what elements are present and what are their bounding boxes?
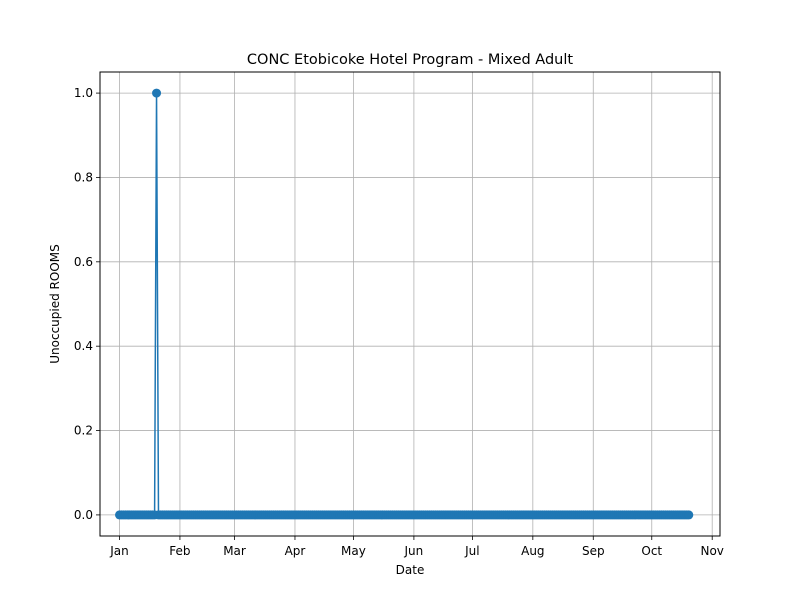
- x-tick-label: Sep: [582, 544, 605, 558]
- x-tick-label: Nov: [700, 544, 723, 558]
- series-layer: [115, 88, 694, 520]
- x-tick-label: Aug: [521, 544, 544, 558]
- x-tick-label: Apr: [285, 544, 306, 558]
- y-tick-label: 0.8: [74, 170, 93, 184]
- y-tick-label: 0.2: [74, 424, 93, 438]
- data-point: [152, 88, 162, 98]
- x-axis: Jan Feb Mar Apr May Jun Jul Aug Sep Oct Nov: [109, 536, 724, 558]
- x-tick-label: Feb: [169, 544, 190, 558]
- x-tick-label: May: [341, 544, 366, 558]
- plot-frame: [99, 71, 721, 537]
- x-tick-label: Mar: [223, 544, 246, 558]
- y-tick-label: 0.6: [74, 255, 93, 269]
- y-tick-label: 0.4: [74, 339, 93, 353]
- y-axis-label: Unoccupied ROOMS: [48, 244, 62, 364]
- y-tick-label: 1.0: [74, 86, 93, 100]
- x-axis-label: Date: [396, 563, 425, 577]
- x-tick-label: Oct: [641, 544, 662, 558]
- y-axis: 0.0 0.2 0.4 0.6 0.8 1.0: [74, 86, 100, 522]
- data-point: [684, 510, 694, 520]
- x-tick-label: Jun: [404, 544, 424, 558]
- x-tick-label: Jan: [109, 544, 129, 558]
- chart-title: CONC Etobicoke Hotel Program - Mixed Adu…: [247, 52, 573, 68]
- y-tick-label: 0.0: [74, 508, 93, 522]
- x-tick-label: Jul: [464, 544, 479, 558]
